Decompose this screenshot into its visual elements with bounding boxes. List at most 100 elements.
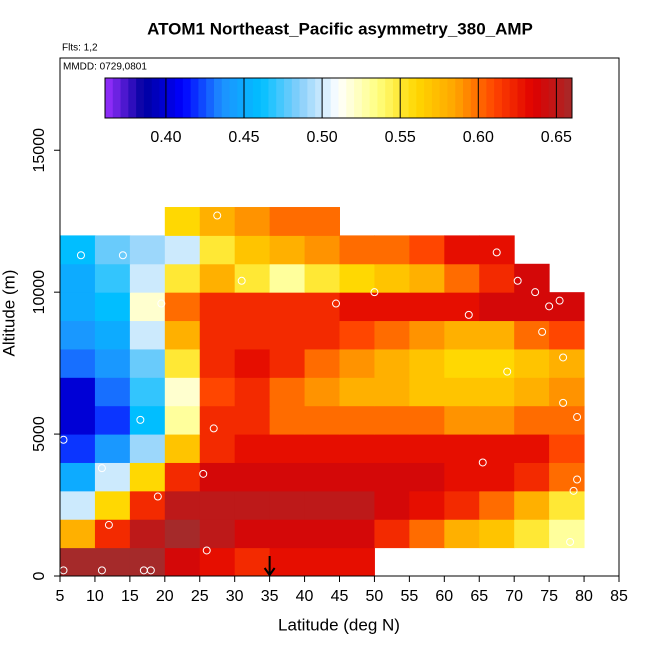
colorbar-cell: [112, 78, 122, 118]
colorbar-cell: [338, 78, 347, 118]
colorbar-tick-label: 0.40: [150, 129, 181, 146]
heat-cell: [60, 320, 96, 350]
obs-point: [559, 398, 568, 407]
heat-cell: [129, 320, 166, 350]
heat-cell: [94, 263, 131, 293]
heat-cell: [164, 405, 201, 435]
obs-point: [97, 464, 106, 473]
heat-cell: [444, 235, 480, 265]
heat-cell: [514, 348, 550, 378]
heat-cell: [269, 434, 306, 463]
colorbar-cell: [494, 78, 503, 118]
heat-cell: [199, 348, 236, 378]
heat-cell: [199, 405, 236, 435]
heat-cell: [304, 490, 340, 520]
heat-cell: [374, 377, 410, 407]
colorbar-tick-label: 0.65: [541, 129, 572, 146]
obs-point: [555, 296, 564, 305]
x-tick-label: 30: [226, 588, 244, 605]
colorbar-frame: [104, 77, 573, 119]
heat-cell: [374, 320, 410, 350]
y-axis-label: Altitude (m): [0, 270, 18, 357]
heat-cell: [234, 263, 271, 293]
x-tick-label: 40: [296, 588, 314, 605]
heat-cell: [374, 235, 410, 265]
heat-cell: [339, 377, 375, 407]
heat-cell: [549, 377, 585, 407]
heat-cell: [94, 490, 131, 520]
heat-cell: [234, 519, 271, 549]
heat-cell: [164, 348, 201, 378]
heat-cell: [129, 405, 166, 435]
y-tick-label: 0: [31, 571, 48, 580]
chart-title: ATOM1 Northeast_Pacific asymmetry_380_AM…: [147, 19, 533, 38]
heat-cell: [164, 207, 201, 236]
colorbar-cell: [501, 78, 511, 118]
colorbar-cell: [517, 78, 526, 118]
heat-cell: [234, 377, 271, 407]
heat-cell: [129, 377, 166, 407]
heat-cell: [374, 292, 410, 322]
heat-cell: [129, 462, 166, 492]
heat-cell: [479, 519, 515, 549]
colorbar-cell: [268, 78, 277, 118]
y-tick-label: 10000: [31, 270, 48, 315]
heat-cell: [514, 462, 550, 492]
heat-cell: [164, 490, 201, 520]
x-tick-label: 5: [56, 588, 65, 605]
x-tick-label: 15: [121, 588, 139, 605]
heat-cell: [374, 490, 410, 520]
obs-point: [573, 413, 582, 422]
colorbar-cell: [556, 78, 565, 118]
heat-cell: [479, 348, 515, 378]
heat-cell: [304, 462, 340, 492]
marker-arrow: [263, 556, 276, 577]
heat-cell: [479, 490, 515, 520]
x-tick-label: 60: [435, 588, 453, 605]
heat-cell: [479, 320, 515, 350]
colorbar-cell: [105, 78, 114, 118]
heat-cell: [164, 292, 201, 322]
colorbar-cell: [143, 78, 153, 118]
heat-cell: [409, 235, 445, 265]
colorbar-cell: [385, 78, 394, 118]
x-tick-label: 25: [191, 588, 209, 605]
obs-point: [97, 566, 106, 575]
heat-cell: [234, 547, 271, 577]
heat-cell: [269, 377, 306, 407]
heat-cell: [479, 462, 515, 492]
colorbar-cell: [431, 78, 441, 118]
x-tick-label: 85: [610, 588, 628, 605]
heat-cell: [129, 235, 166, 265]
colorbar-cell: [346, 78, 355, 118]
heat-cell: [129, 263, 166, 293]
colorbar-tick-label: 0.55: [385, 129, 416, 146]
colorbar-cell: [213, 78, 223, 118]
heat-cell: [269, 490, 306, 520]
colorbar-cell: [330, 78, 339, 118]
heat-cell: [129, 519, 166, 549]
heat-cell: [199, 263, 236, 293]
obs-point: [136, 415, 145, 424]
obs-point: [566, 537, 575, 546]
heat-cell: [60, 235, 96, 265]
obs-point: [513, 276, 522, 285]
heat-cell: [444, 462, 480, 492]
heat-cell: [269, 263, 306, 293]
heat-cell: [199, 490, 236, 520]
colorbar-cell: [439, 78, 448, 118]
heat-cell: [60, 519, 96, 549]
colorbar-cell: [564, 78, 573, 118]
heat-cell: [479, 263, 515, 293]
colorbar-cell: [175, 78, 184, 118]
heat-cell: [549, 292, 585, 322]
colorbar-cell: [120, 78, 129, 118]
heat-cell: [409, 405, 445, 435]
heat-cell: [269, 320, 306, 350]
obs-point: [104, 520, 113, 529]
colorbar-cell: [260, 78, 269, 118]
annotation: MMDD: 0729,0801: [63, 62, 147, 73]
heat-cell: [444, 320, 480, 350]
heat-cell: [514, 490, 550, 520]
